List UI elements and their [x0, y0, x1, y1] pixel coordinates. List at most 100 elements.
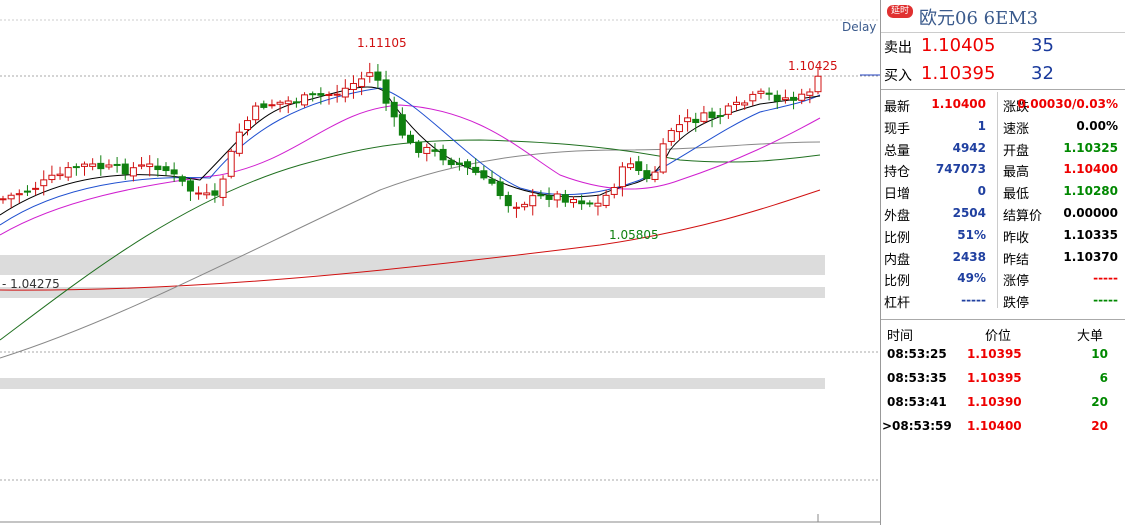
candle	[806, 91, 814, 96]
candle	[72, 166, 80, 169]
candle	[138, 164, 146, 167]
stat-row: 比例 49% 涨停 -----	[881, 267, 1125, 289]
stat-value: -----	[961, 293, 986, 308]
stat-label: 杠杆	[884, 296, 911, 312]
stat-label: 昨结	[1003, 252, 1030, 268]
stat-label: 内盘	[884, 252, 911, 268]
divider	[997, 92, 998, 308]
stat-value: -----	[1093, 271, 1118, 286]
candle	[618, 166, 626, 188]
candle	[7, 194, 15, 200]
candle	[170, 169, 178, 175]
stat-value: 0.00%	[1076, 118, 1118, 133]
kline-chart: Delay 1.11105 1.10425 1.05805 - 1.04275	[0, 19, 880, 523]
candle	[121, 163, 129, 175]
candle	[23, 190, 31, 193]
stat-row: 外盘 2504 结算价 0.00000	[881, 202, 1125, 224]
candle	[129, 167, 137, 177]
candle	[276, 101, 284, 105]
candle	[227, 150, 235, 177]
stat-value: -----	[1093, 293, 1118, 308]
candle	[798, 93, 806, 101]
stat-row: 最新 1.10400 涨跌 0.00030/0.03%	[881, 93, 1125, 115]
stat-label: 开盘	[1003, 143, 1030, 159]
candle	[570, 198, 577, 204]
candle	[781, 97, 789, 101]
candle	[480, 170, 488, 179]
candle	[610, 187, 618, 195]
candles	[0, 62, 822, 218]
trade-row: 08:53:35 1.10395 6	[881, 366, 1125, 390]
candle	[561, 194, 569, 203]
trade-price: 1.10395	[967, 370, 1022, 385]
candle	[423, 146, 431, 154]
quote-panel: 延时 欧元06 6EM3 卖出 1.10405 35 买入 1.10395 32 最新 1.…	[880, 0, 1125, 525]
candle	[741, 102, 749, 106]
header: 延时 欧元06 6EM3	[881, 0, 1125, 33]
stat-value: 2438	[952, 249, 986, 264]
ma-line	[0, 141, 821, 359]
stat-label: 比例	[884, 230, 911, 246]
candle	[301, 94, 309, 106]
trade-size: 6	[1099, 370, 1108, 385]
trade-time: >08:53:59	[882, 418, 952, 433]
candle	[0, 198, 7, 201]
stat-label: 持仓	[884, 165, 911, 181]
candle	[447, 159, 455, 166]
quote-row: 买入 1.10395 32	[881, 61, 1125, 89]
trades: 08:53:25 1.10395 10 08:53:35 1.10395 6 08:53:4…	[881, 342, 1125, 438]
candle	[504, 194, 512, 207]
candle	[317, 93, 325, 96]
candle	[651, 171, 659, 180]
stat-label: 最新	[884, 100, 911, 115]
candle	[635, 161, 643, 172]
trade-size: 10	[1091, 346, 1108, 361]
quote-label: 卖出	[884, 40, 912, 56]
candle	[260, 103, 268, 108]
candle	[545, 195, 553, 200]
candle	[325, 93, 333, 96]
candle	[366, 72, 374, 77]
candle	[578, 200, 586, 205]
band	[0, 287, 825, 298]
trade-price: 1.10395	[967, 346, 1022, 361]
candle	[692, 118, 700, 124]
candle	[219, 178, 227, 198]
trade-header: 时间 价位 大单	[881, 320, 1125, 344]
candle	[341, 87, 349, 98]
candle	[292, 101, 300, 104]
stat-label: 结算价	[1003, 208, 1043, 224]
stat-row: 总量 4942 开盘 1.10325	[881, 137, 1125, 159]
candle	[195, 192, 203, 195]
separator	[881, 89, 1125, 90]
trade-size: 20	[1091, 394, 1108, 409]
stat-label: 涨跌	[1003, 100, 1030, 115]
candle	[211, 190, 219, 196]
stat-value: 2504	[952, 205, 986, 220]
stat-value: 1.10280	[1063, 184, 1118, 199]
col-head: 大单	[1077, 328, 1104, 344]
quote-row: 卖出 1.10405 35	[881, 33, 1125, 61]
ma-line	[0, 189, 821, 291]
stat-value: 1.10325	[1063, 140, 1118, 155]
candle	[643, 170, 651, 179]
stat-row: 日增 0 最低 1.10280	[881, 180, 1125, 202]
ma-line	[0, 139, 821, 341]
band	[0, 378, 825, 389]
candle	[464, 161, 472, 168]
candle	[235, 131, 243, 154]
stat-label: 速涨	[1003, 121, 1030, 137]
candle	[244, 120, 251, 131]
candle	[733, 101, 740, 106]
candle	[488, 178, 496, 184]
candle	[724, 105, 732, 115]
candle	[113, 163, 121, 166]
candle	[390, 101, 398, 118]
stat-value: 51%	[957, 227, 986, 242]
candle	[186, 180, 194, 192]
separator	[881, 318, 1125, 320]
stat-row: 杠杆 ----- 跌停 -----	[881, 289, 1125, 311]
trade-row: 08:53:25 1.10395 10	[881, 342, 1125, 366]
trade-price: 1.10390	[967, 394, 1022, 409]
